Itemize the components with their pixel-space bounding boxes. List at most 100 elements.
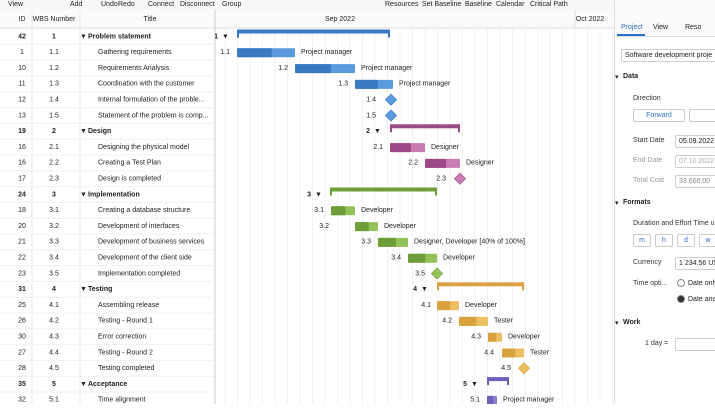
summary-end xyxy=(237,29,239,38)
toolbar xyxy=(0,0,614,10)
header xyxy=(0,10,614,28)
tab[interactable]: Project xyxy=(621,24,643,31)
radio[interactable] xyxy=(677,279,685,287)
bar-label: 1.1 xyxy=(220,49,230,56)
unit-button[interactable]: d xyxy=(677,234,695,247)
project-name[interactable]: Software development proje xyxy=(621,49,715,62)
row-title[interactable]: Implementation completed xyxy=(98,270,180,277)
input[interactable]: 1 234.56 US xyxy=(675,257,715,270)
unit-button[interactable]: h xyxy=(655,234,673,247)
expand-toggle[interactable]: ▼ xyxy=(80,381,87,388)
row-title[interactable]: Designing the physical model xyxy=(98,144,189,151)
row-id: 23 xyxy=(18,270,26,277)
row-title[interactable]: Gathering requirements xyxy=(98,49,172,56)
bar-label: 4.5 xyxy=(501,365,511,372)
bar-label: 1.2 xyxy=(278,65,288,72)
row-title[interactable]: Acceptance xyxy=(88,381,127,388)
expand-toggle[interactable]: ▼ xyxy=(80,286,87,293)
resource-label: Project manager xyxy=(361,65,413,72)
toolbar-button[interactable]: Undo xyxy=(101,1,118,8)
milestone[interactable] xyxy=(384,109,398,122)
toolbar-button[interactable]: Resources xyxy=(385,1,419,8)
row-title[interactable]: Time alignment xyxy=(98,397,146,404)
row-title[interactable]: Testing - Round 1 xyxy=(98,318,153,325)
summary-bar xyxy=(437,282,524,287)
input[interactable]: 05.09.2022 xyxy=(675,135,715,148)
radio[interactable] xyxy=(677,295,685,303)
row-id: 16 xyxy=(18,160,26,167)
unit-button[interactable]: m xyxy=(633,234,651,247)
toolbar-button[interactable]: Disconnect xyxy=(180,1,215,8)
button[interactable] xyxy=(689,109,715,122)
expand-toggle: ▼ xyxy=(374,128,381,135)
row-wbs: 1.5 xyxy=(49,112,59,119)
row-title[interactable]: Creating a Test Plan xyxy=(98,160,161,167)
input: 33 666.00 xyxy=(675,175,715,188)
tab[interactable]: Reso xyxy=(685,24,702,31)
section-header: Formats xyxy=(623,199,651,206)
task-progress xyxy=(378,237,396,247)
milestone[interactable] xyxy=(517,362,531,375)
milestone[interactable] xyxy=(384,93,398,106)
toolbar-button[interactable]: Redo xyxy=(118,1,135,8)
row-id: 25 xyxy=(18,302,26,309)
expand-toggle[interactable]: ▼ xyxy=(80,191,87,198)
row-title[interactable]: Requirements Analysis xyxy=(98,65,170,72)
toolbar-button[interactable]: Set Baseline xyxy=(422,1,461,8)
unit-button[interactable]: w xyxy=(699,234,715,247)
bar-label: 4 xyxy=(413,286,417,293)
row-id: 24 xyxy=(18,191,26,198)
row-title[interactable]: Design is completed xyxy=(98,176,161,183)
toolbar-button[interactable]: Add xyxy=(70,1,83,8)
row-title[interactable]: Creating a database structure xyxy=(98,207,190,214)
label: Start Date xyxy=(633,137,665,144)
row-title[interactable]: Problem statement xyxy=(88,33,152,40)
row-title[interactable]: Coordination with the customer xyxy=(98,81,195,88)
expand-toggle[interactable]: ▼ xyxy=(80,33,87,40)
summary-end xyxy=(390,124,392,133)
bar-label: 1.3 xyxy=(338,81,348,88)
bar-label: 5 xyxy=(463,381,467,388)
bar-label: 1.5 xyxy=(366,112,376,119)
row-title[interactable]: Testing completed xyxy=(98,365,155,372)
bar-label: 2.3 xyxy=(436,176,446,183)
tab-underline xyxy=(617,34,645,36)
row-title[interactable]: Design xyxy=(88,128,111,135)
input: 07.10.2022 xyxy=(675,155,715,168)
bar-label: 3.3 xyxy=(361,239,371,246)
row-title[interactable]: Implementation xyxy=(88,191,140,198)
button[interactable]: Forward xyxy=(633,109,685,122)
row-wbs: 3.1 xyxy=(49,207,59,214)
toolbar-button[interactable]: Connect xyxy=(148,1,174,8)
row-title[interactable]: Testing xyxy=(88,286,112,293)
milestone[interactable] xyxy=(430,267,444,280)
toolbar-button[interactable]: Group xyxy=(222,1,242,8)
resource-label: Developer xyxy=(508,334,541,341)
summary-end xyxy=(388,29,390,38)
row-wbs: 2.2 xyxy=(49,160,59,167)
col-header: ID xyxy=(19,16,26,23)
input[interactable] xyxy=(675,338,715,351)
row-title[interactable]: Testing - Round 2 xyxy=(98,349,153,356)
row-title[interactable]: Development of the client side xyxy=(98,255,192,262)
row-wbs: 5 xyxy=(52,381,56,388)
row-title[interactable]: Error correction xyxy=(98,334,146,341)
row-title[interactable]: Statement of the problem is comp... xyxy=(98,112,209,119)
section-header: Work xyxy=(623,319,641,326)
toolbar-button[interactable]: Baseline xyxy=(465,1,492,8)
summary-end xyxy=(330,187,332,196)
toolbar-button[interactable]: Critical Path xyxy=(530,1,568,8)
expand-toggle: ▼ xyxy=(421,286,428,293)
row-wbs: 1.1 xyxy=(49,49,59,56)
row-title[interactable]: Development of business services xyxy=(98,239,205,246)
row-title[interactable]: Assembling release xyxy=(98,302,159,309)
toolbar-button[interactable]: View xyxy=(8,1,24,8)
tab[interactable]: View xyxy=(653,24,669,31)
toolbar-button[interactable]: Calendar xyxy=(496,1,525,8)
expand-toggle[interactable]: ▼ xyxy=(80,128,87,135)
milestone[interactable] xyxy=(453,172,467,185)
row-title[interactable]: Development of interfaces xyxy=(98,223,180,230)
label: Currency xyxy=(633,259,662,266)
row-title[interactable]: Internal formulation of the proble... xyxy=(98,97,205,104)
row-wbs: 1.3 xyxy=(49,81,59,88)
